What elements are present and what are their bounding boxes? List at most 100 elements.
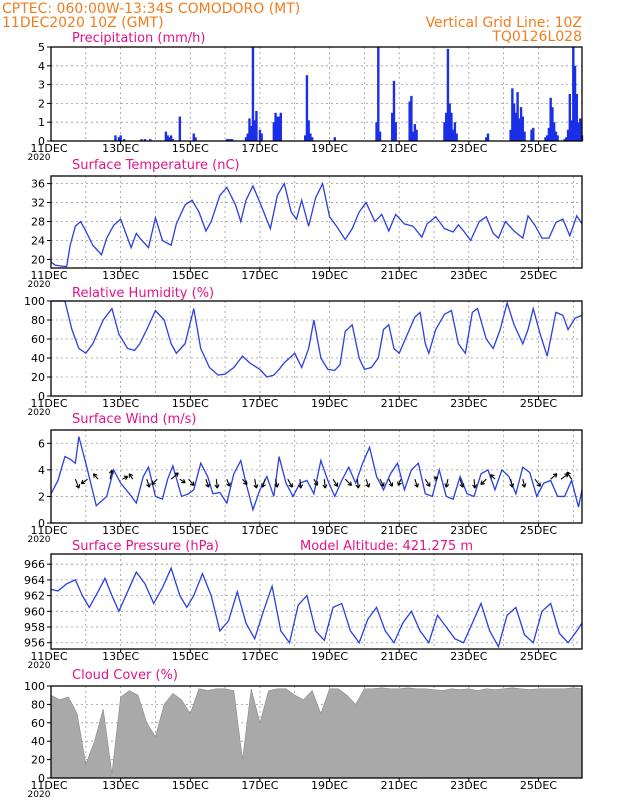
x-tick-label: 17DEC — [241, 524, 278, 537]
precip-bar — [556, 135, 559, 141]
x-tick-label: 17DEC — [241, 142, 278, 155]
wind-vector-arrow — [242, 478, 248, 486]
wind-vector-arrow — [489, 474, 496, 480]
precip-bar — [509, 129, 512, 141]
precip-bar — [272, 122, 276, 141]
wind-vector-arrow — [287, 478, 293, 488]
model-altitude-annotation: Model Altitude: 421.275 m — [300, 539, 473, 554]
precip-bar — [307, 120, 310, 141]
precip-bar — [547, 127, 551, 141]
precip-bar — [164, 131, 168, 141]
x-tick-label: 11DEC — [30, 397, 67, 410]
precip-bar — [549, 97, 552, 141]
wind-vector-arrow — [414, 478, 419, 488]
panel-title: Precipitation (mm/h) — [72, 31, 205, 46]
y-tick-label: 0 — [38, 517, 45, 530]
wind-vector-arrow — [534, 478, 541, 487]
wind-vector-arrow — [179, 478, 186, 484]
y-tick-label: 962 — [24, 590, 45, 603]
x-tick-label: 15DEC — [172, 269, 209, 282]
precip-bar — [516, 92, 519, 141]
series-line — [51, 300, 583, 378]
wind-vector-arrow — [122, 475, 129, 481]
wind-vector-arrow — [424, 478, 431, 487]
x-year-label: 2020 — [28, 280, 51, 290]
panel-frame — [50, 429, 583, 524]
wind-vector-arrow — [365, 478, 371, 488]
precip-bar — [394, 122, 397, 141]
x-tick-label: 13DEC — [102, 142, 139, 155]
x-year-label: 2020 — [28, 661, 51, 671]
x-tick-label: 21DEC — [381, 269, 418, 282]
panel-3: 0 2 4 6 11DEC2020 13DEC 15DEC 17DEC 19DEC 21DEC 23… — [28, 412, 583, 545]
precip-bar — [117, 137, 121, 141]
precip-bar — [568, 94, 572, 141]
wind-vector-arrow — [128, 473, 134, 480]
precip-bar — [229, 139, 232, 141]
x-tick-label: 11DEC — [30, 269, 67, 282]
precip-bar — [519, 107, 523, 141]
x-tick-label: 25DEC — [520, 142, 557, 155]
x-tick-label: 23DEC — [450, 650, 487, 663]
wind-vector-arrow — [344, 478, 353, 486]
panel-5: 0 20 40 60 80 100 11DEC2020 13DEC 15DEC 17DEC 19DE… — [24, 668, 583, 800]
precip-bar — [333, 137, 336, 141]
x-year-label: 2020 — [28, 535, 51, 545]
precip-bar — [277, 116, 281, 141]
precip-bar — [566, 129, 570, 141]
y-tick-label: 1 — [38, 116, 45, 129]
precip-bar — [572, 47, 575, 141]
precip-bar — [309, 133, 312, 141]
precip-bar — [255, 110, 258, 141]
x-tick-label: 19DEC — [311, 142, 348, 155]
precip-bar — [411, 131, 415, 141]
wind-vector-arrow — [379, 478, 385, 487]
y-tick-label: 958 — [24, 621, 45, 634]
precip-bar — [532, 127, 535, 141]
x-tick-label: 15DEC — [172, 650, 209, 663]
cloud-cover-area — [50, 687, 583, 779]
wind-vector-arrow — [355, 479, 361, 489]
x-tick-label: 17DEC — [241, 779, 278, 792]
header-location: CPTEC: 060:00W-13:34S COMODORO (MT) — [2, 1, 300, 17]
precip-bar — [171, 139, 175, 141]
precip-bar — [303, 135, 307, 141]
wind-vector-arrow — [322, 479, 328, 489]
precip-bar — [392, 80, 396, 141]
y-tick-label: 80 — [31, 698, 45, 711]
wind-vector-arrow — [480, 478, 487, 486]
panel-0: 0 1 2 3 4 5 11DEC2020 13DEC 15DEC 17DEC 19DEC 21DEC… — [28, 31, 584, 163]
precip-bar — [253, 120, 256, 141]
precip-bar — [448, 103, 451, 141]
x-tick-label: 19DEC — [311, 524, 348, 537]
y-tick-label: 60 — [31, 333, 45, 346]
header-date: 11DEC2020 10Z (GMT) — [2, 15, 164, 31]
precip-bar — [119, 135, 122, 141]
precip-bar — [122, 139, 126, 141]
header-grid-note: Vertical Grid Line: 10Z — [426, 15, 582, 31]
wind-vector-arrow — [433, 476, 439, 482]
x-tick-label: 15DEC — [172, 397, 209, 410]
precip-bar — [521, 116, 525, 141]
y-tick-label: 20 — [31, 371, 45, 384]
x-year-label: 2020 — [28, 408, 51, 418]
y-tick-label: 0 — [38, 772, 45, 785]
precip-bar — [450, 112, 453, 141]
wind-vector-arrow — [108, 469, 114, 480]
x-tick-label: 13DEC — [102, 650, 139, 663]
wind-vector-arrow — [205, 478, 211, 488]
precip-bar — [166, 135, 169, 141]
y-tick-label: 2 — [38, 490, 45, 503]
precip-bar — [545, 135, 549, 141]
y-tick-label: 960 — [24, 605, 45, 618]
y-tick-label: 32 — [31, 197, 45, 210]
precip-bar — [149, 139, 152, 141]
panel-title: Relative Humidity (%) — [72, 286, 214, 301]
wind-vector-arrow — [313, 478, 319, 486]
x-tick-label: 15DEC — [172, 779, 209, 792]
precip-bar — [274, 112, 277, 141]
wind-vector-arrow — [226, 478, 231, 487]
precip-bar — [408, 101, 411, 141]
x-tick-label: 23DEC — [450, 142, 487, 155]
